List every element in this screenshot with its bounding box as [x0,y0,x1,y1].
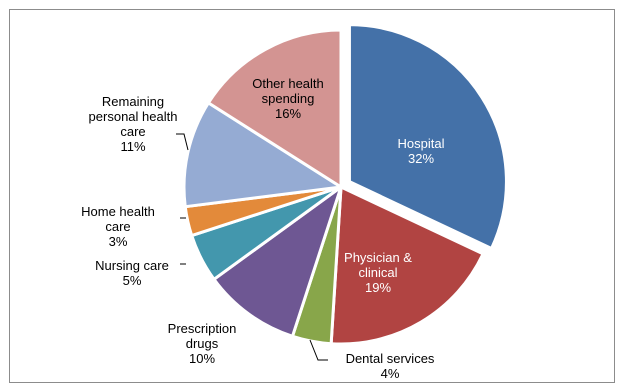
slice-name-remaining-personal-health-care: care [120,124,145,139]
slice-value-home-health-care: 3% [109,234,128,249]
slice-name-other-health-spending: Other health [252,76,324,91]
pie-slice-prescription-drugs [212,185,343,338]
slice-name-prescription-drugs: drugs [186,336,219,351]
leader-line-remaining-personal-health-care [176,133,189,151]
slice-value-other-health-spending: 16% [275,106,301,121]
pie-chart: Hospital 32% Physician & clinical 19% Dental … [81,23,508,381]
slices-layer [182,23,508,346]
pie-slice-remaining-personal-health-care [182,101,343,209]
slice-value-dental-services: 4% [381,366,400,381]
slice-name-physician-and-clinical: clinical [358,265,397,280]
slice-name-remaining-personal-health-care: Remaining [102,94,164,109]
slice-name-nursing-care: Nursing care [95,258,169,273]
slice-name-prescription-drugs: Prescription [168,321,237,336]
pie-slice-other-health-spending [206,28,343,189]
slice-label-prescription-drugs: Prescription drugs 10% [168,321,237,366]
slice-value-prescription-drugs: 10% [189,351,215,366]
pie-slice-physician-and-clinical [329,185,485,346]
slice-name-dental-services: Dental services [346,351,435,366]
slice-value-hospital: 32% [408,151,434,166]
slice-name-remaining-personal-health-care: personal health [89,109,178,124]
slice-name-hospital: Hospital [398,136,445,151]
slice-name-home-health-care: Home health [81,204,155,219]
leader-lines-layer [176,133,328,361]
slice-label-physician-and-clinical: Physician & clinical 19% [344,250,412,295]
slice-name-home-health-care: care [105,219,130,234]
slice-value-nursing-care: 5% [123,273,142,288]
slice-value-physician-and-clinical: 19% [365,280,391,295]
slice-value-remaining-personal-health-care: 11% [120,139,145,154]
chart-frame: Hospital 32% Physician & clinical 19% Dental … [9,9,615,383]
pie-slice-hospital [347,23,508,250]
slice-label-remaining-personal-health-care: Remaining personal health care 11% [89,94,178,154]
slice-label-dental-services: Dental services 4% [346,351,435,381]
slice-label-hospital: Hospital 32% [398,136,445,166]
slice-label-other-health-spending: Other health spending 16% [252,76,324,121]
slice-name-other-health-spending: spending [262,91,315,106]
slice-name-physician-and-clinical: Physician & [344,250,412,265]
slice-label-home-health-care: Home health care 3% [81,204,155,249]
slice-label-nursing-care: Nursing care 5% [95,258,169,288]
labels-layer: Hospital 32% Physician & clinical 19% Dental … [81,76,444,381]
leader-line-dental-services [309,339,328,361]
